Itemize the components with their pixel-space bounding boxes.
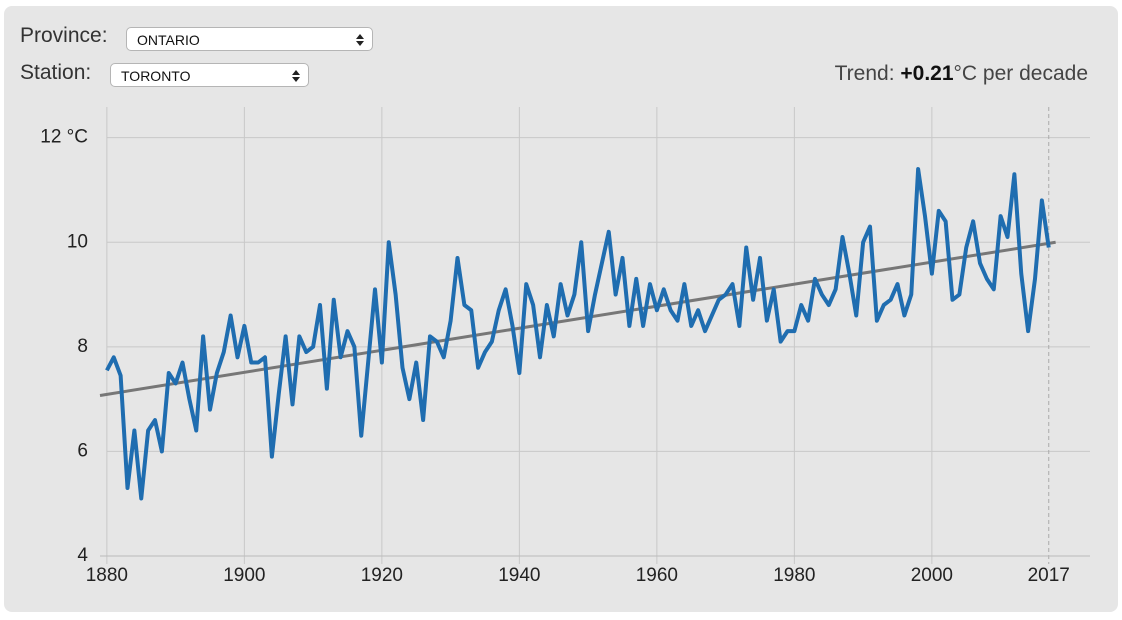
trend-line [99,240,1056,397]
trend-unit: °C per decade [953,62,1088,85]
select-arrows [356,34,364,46]
x-tick-label: 1880 [86,565,128,586]
data-line [105,167,1051,501]
province-value: ONTARIO [137,32,200,48]
trend-value: +0.21 [900,62,954,85]
trend-text: Trend: +0.21°C per decade [835,62,1088,86]
y-tick-label: 8 [77,336,88,357]
station-select[interactable]: TORONTO [110,63,309,87]
x-tick-label: 1980 [773,565,815,586]
x-tick-label: 2017 [1028,565,1070,586]
x-tick-label: 2000 [911,565,953,586]
x-tick-label: 1960 [636,565,678,586]
province-label: Province: [20,24,108,47]
y-tick-label: 10 [67,231,88,252]
x-tick-label: 1920 [361,565,403,586]
y-tick-label: 6 [77,440,88,461]
x-tick-label: 1900 [223,565,265,586]
y-tick-label: 4 [77,545,88,566]
province-select[interactable]: ONTARIO [126,27,373,51]
station-value: TORONTO [121,68,191,84]
trend-label: Trend: [834,62,895,85]
select-arrows [292,70,300,82]
x-tick-label: 1940 [498,565,540,586]
y-tick-label: 12 °C [40,127,88,148]
station-label: Station: [20,61,92,84]
